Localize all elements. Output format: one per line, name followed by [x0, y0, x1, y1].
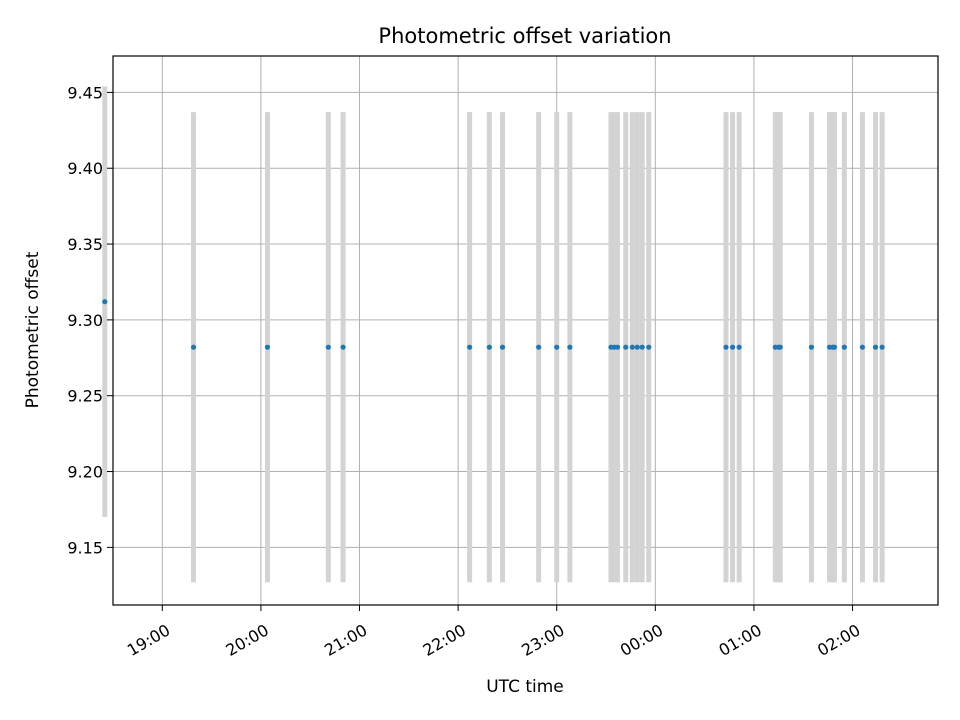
chart-title: Photometric offset variation — [378, 24, 671, 48]
data-point — [872, 344, 879, 350]
data-point — [623, 344, 629, 350]
data-point — [567, 344, 573, 350]
y-tick-label: 9.35 — [67, 235, 103, 254]
grid-lines — [113, 56, 938, 605]
y-axis-label: Photometric offset — [23, 251, 43, 408]
data-point — [736, 344, 742, 350]
data-point — [554, 344, 560, 350]
data-point — [629, 344, 635, 350]
y-tick-label: 9.15 — [67, 538, 103, 557]
y-axis-ticks: 9.15 9.20 9.25 9.30 9.35 9.40 9.45 — [67, 83, 113, 557]
data-point — [777, 344, 783, 350]
data-point — [729, 344, 736, 350]
y-tick-label: 9.25 — [67, 387, 103, 406]
plot-area — [113, 56, 938, 605]
y-tick-label: 9.20 — [67, 463, 103, 482]
data-point — [102, 299, 108, 305]
data-point — [190, 344, 197, 350]
x-axis-label: UTC time — [486, 677, 564, 697]
y-tick-label: 9.40 — [67, 159, 103, 178]
plot-frame — [112, 55, 939, 606]
data-point — [646, 344, 652, 350]
data-point — [859, 344, 866, 350]
data-point — [639, 344, 645, 350]
y-tick-label: 9.30 — [67, 311, 103, 330]
data-point — [499, 344, 506, 350]
data-point — [536, 344, 542, 350]
data-point — [325, 344, 331, 350]
data-point — [841, 344, 847, 350]
data-point — [831, 344, 838, 350]
data-point — [340, 344, 346, 350]
data-point — [467, 344, 473, 350]
data-points — [102, 299, 885, 350]
data-point — [879, 344, 885, 350]
data-point — [264, 344, 271, 350]
data-point — [808, 344, 815, 350]
data-point — [486, 344, 492, 350]
data-point — [634, 344, 640, 350]
data-point — [614, 344, 621, 350]
y-tick-label: 9.45 — [67, 83, 103, 102]
data-point — [723, 344, 729, 350]
